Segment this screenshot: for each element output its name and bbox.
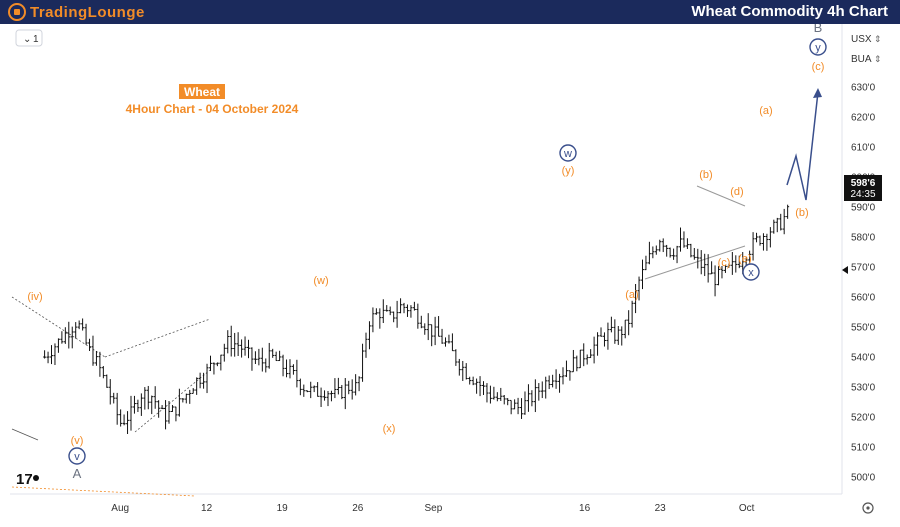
- y-tick-label: 500'0: [851, 473, 876, 484]
- wave-label: (v): [71, 435, 84, 447]
- logo-icon: [8, 3, 26, 21]
- wave-label: (w): [313, 275, 328, 287]
- wave-label: w: [563, 148, 572, 160]
- y-tick-label: 510'0: [851, 443, 876, 454]
- interval-value: 1: [33, 34, 39, 45]
- currency-label: USX: [851, 34, 872, 45]
- symbol-badge: [179, 84, 225, 99]
- wave-label: (y): [562, 165, 575, 177]
- bar-countdown: 24:35: [850, 189, 875, 200]
- interval-button[interactable]: ⌄ 1: [15, 29, 43, 47]
- tradingview-logo-icon[interactable]: 17: [16, 471, 39, 488]
- x-tick-label: 19: [277, 503, 289, 514]
- triangle-line-lower: [644, 245, 746, 280]
- unit-selector[interactable]: BUA ⇕: [851, 54, 882, 65]
- projection-path: [786, 88, 822, 201]
- y-tick-label: 540'0: [851, 353, 876, 364]
- x-tick-label: 16: [579, 503, 591, 514]
- trend-stub: [11, 428, 39, 441]
- y-tick-label: 580'0: [851, 233, 876, 244]
- chart-frame[interactable]: ⌄ 1 USX ⇕ BUA ⇕ Wheat 4Hour Chart - 04 O…: [0, 20, 900, 522]
- wave-label: (b): [699, 169, 712, 181]
- wave-label: (e): [738, 253, 751, 265]
- chevron-up-down-icon: ⇕: [874, 54, 882, 64]
- interval-chevron-icon: ⌄: [23, 34, 31, 45]
- wave-label: (x): [383, 423, 396, 435]
- wave-label: (iv): [27, 291, 42, 303]
- current-price: 598'6: [851, 178, 876, 189]
- unit-label: BUA: [851, 54, 872, 65]
- wave-label: (a): [759, 105, 772, 117]
- projection-line: [786, 91, 819, 201]
- plot-area[interactable]: [10, 24, 842, 494]
- header-bar: TradingLounge Wheat Commodity 4h Chart: [0, 0, 900, 24]
- y-tick-label: 550'0: [851, 323, 876, 334]
- y-tick-label: 530'0: [851, 383, 876, 394]
- currency-selector[interactable]: USX ⇕: [851, 34, 882, 45]
- symbol-name: Wheat: [184, 85, 220, 99]
- price-marker-icon: [842, 266, 848, 274]
- arrowhead-icon: [813, 88, 822, 98]
- chart-subtitle: 4Hour Chart - 04 October 2024: [126, 102, 299, 116]
- triangle-line-upper: [696, 185, 746, 207]
- chevron-up-down-icon: ⇕: [874, 34, 882, 44]
- wave-label: (c): [812, 61, 825, 73]
- channel-line-upper-2: [104, 318, 211, 358]
- x-tick-label: 23: [655, 503, 667, 514]
- x-tick-label: Aug: [111, 503, 129, 514]
- logo-text: TradingLounge: [30, 3, 145, 21]
- wave-label: (a): [625, 289, 638, 301]
- wave-label: v: [74, 451, 80, 463]
- page-title: Wheat Commodity 4h Chart: [691, 3, 888, 20]
- price-chart[interactable]: ⌄ 1 USX ⇕ BUA ⇕ Wheat 4Hour Chart - 04 O…: [0, 20, 900, 522]
- channel-line-lower: [134, 369, 211, 433]
- y-axis-ticks: 500'0 510'0 520'0 530'0 540'0 550'0 560'0 570'0…: [851, 83, 876, 484]
- wave-label: (d): [730, 186, 743, 198]
- x-tick-label: Oct: [739, 503, 755, 514]
- wave-label: y: [815, 42, 821, 54]
- ohlc-bars: [43, 204, 790, 435]
- tradinglounge-logo[interactable]: TradingLounge: [8, 2, 145, 22]
- wave-label: (c): [718, 257, 731, 269]
- y-tick-label: 520'0: [851, 413, 876, 424]
- current-price-badge: 598'6 24:35: [844, 175, 882, 201]
- wave-label: x: [748, 267, 754, 279]
- wave-label: (b): [795, 207, 808, 219]
- wave-label: A: [73, 466, 82, 481]
- y-tick-label: 570'0: [851, 263, 876, 274]
- wave-labels: (iv) (v) vA (w) (x) w (y) (a) (b) (c) (d) (e) x (a) (b…: [27, 20, 827, 481]
- x-tick-label: Sep: [425, 503, 443, 514]
- y-tick-label: 630'0: [851, 83, 876, 94]
- wave-circle-icon: [742, 263, 760, 281]
- wave-circle-icon: [809, 38, 827, 56]
- x-tick-label: 26: [352, 503, 364, 514]
- settings-icon[interactable]: [862, 502, 874, 514]
- x-axis-ticks: Aug 12 19 26 Sep 16 23 Oct: [111, 503, 754, 514]
- wave-circle-icon: [559, 144, 577, 162]
- y-tick-label: 610'0: [851, 143, 876, 154]
- wave-label: B: [814, 24, 823, 35]
- y-tick-label: 560'0: [851, 293, 876, 304]
- y-tick-label: 620'0: [851, 113, 876, 124]
- x-tick-label: 12: [201, 503, 213, 514]
- y-tick-label: 590'0: [851, 203, 876, 214]
- svg-text:17: 17: [16, 471, 33, 488]
- wave-circle-icon: [68, 447, 86, 465]
- orange-dotted-line: [11, 486, 196, 497]
